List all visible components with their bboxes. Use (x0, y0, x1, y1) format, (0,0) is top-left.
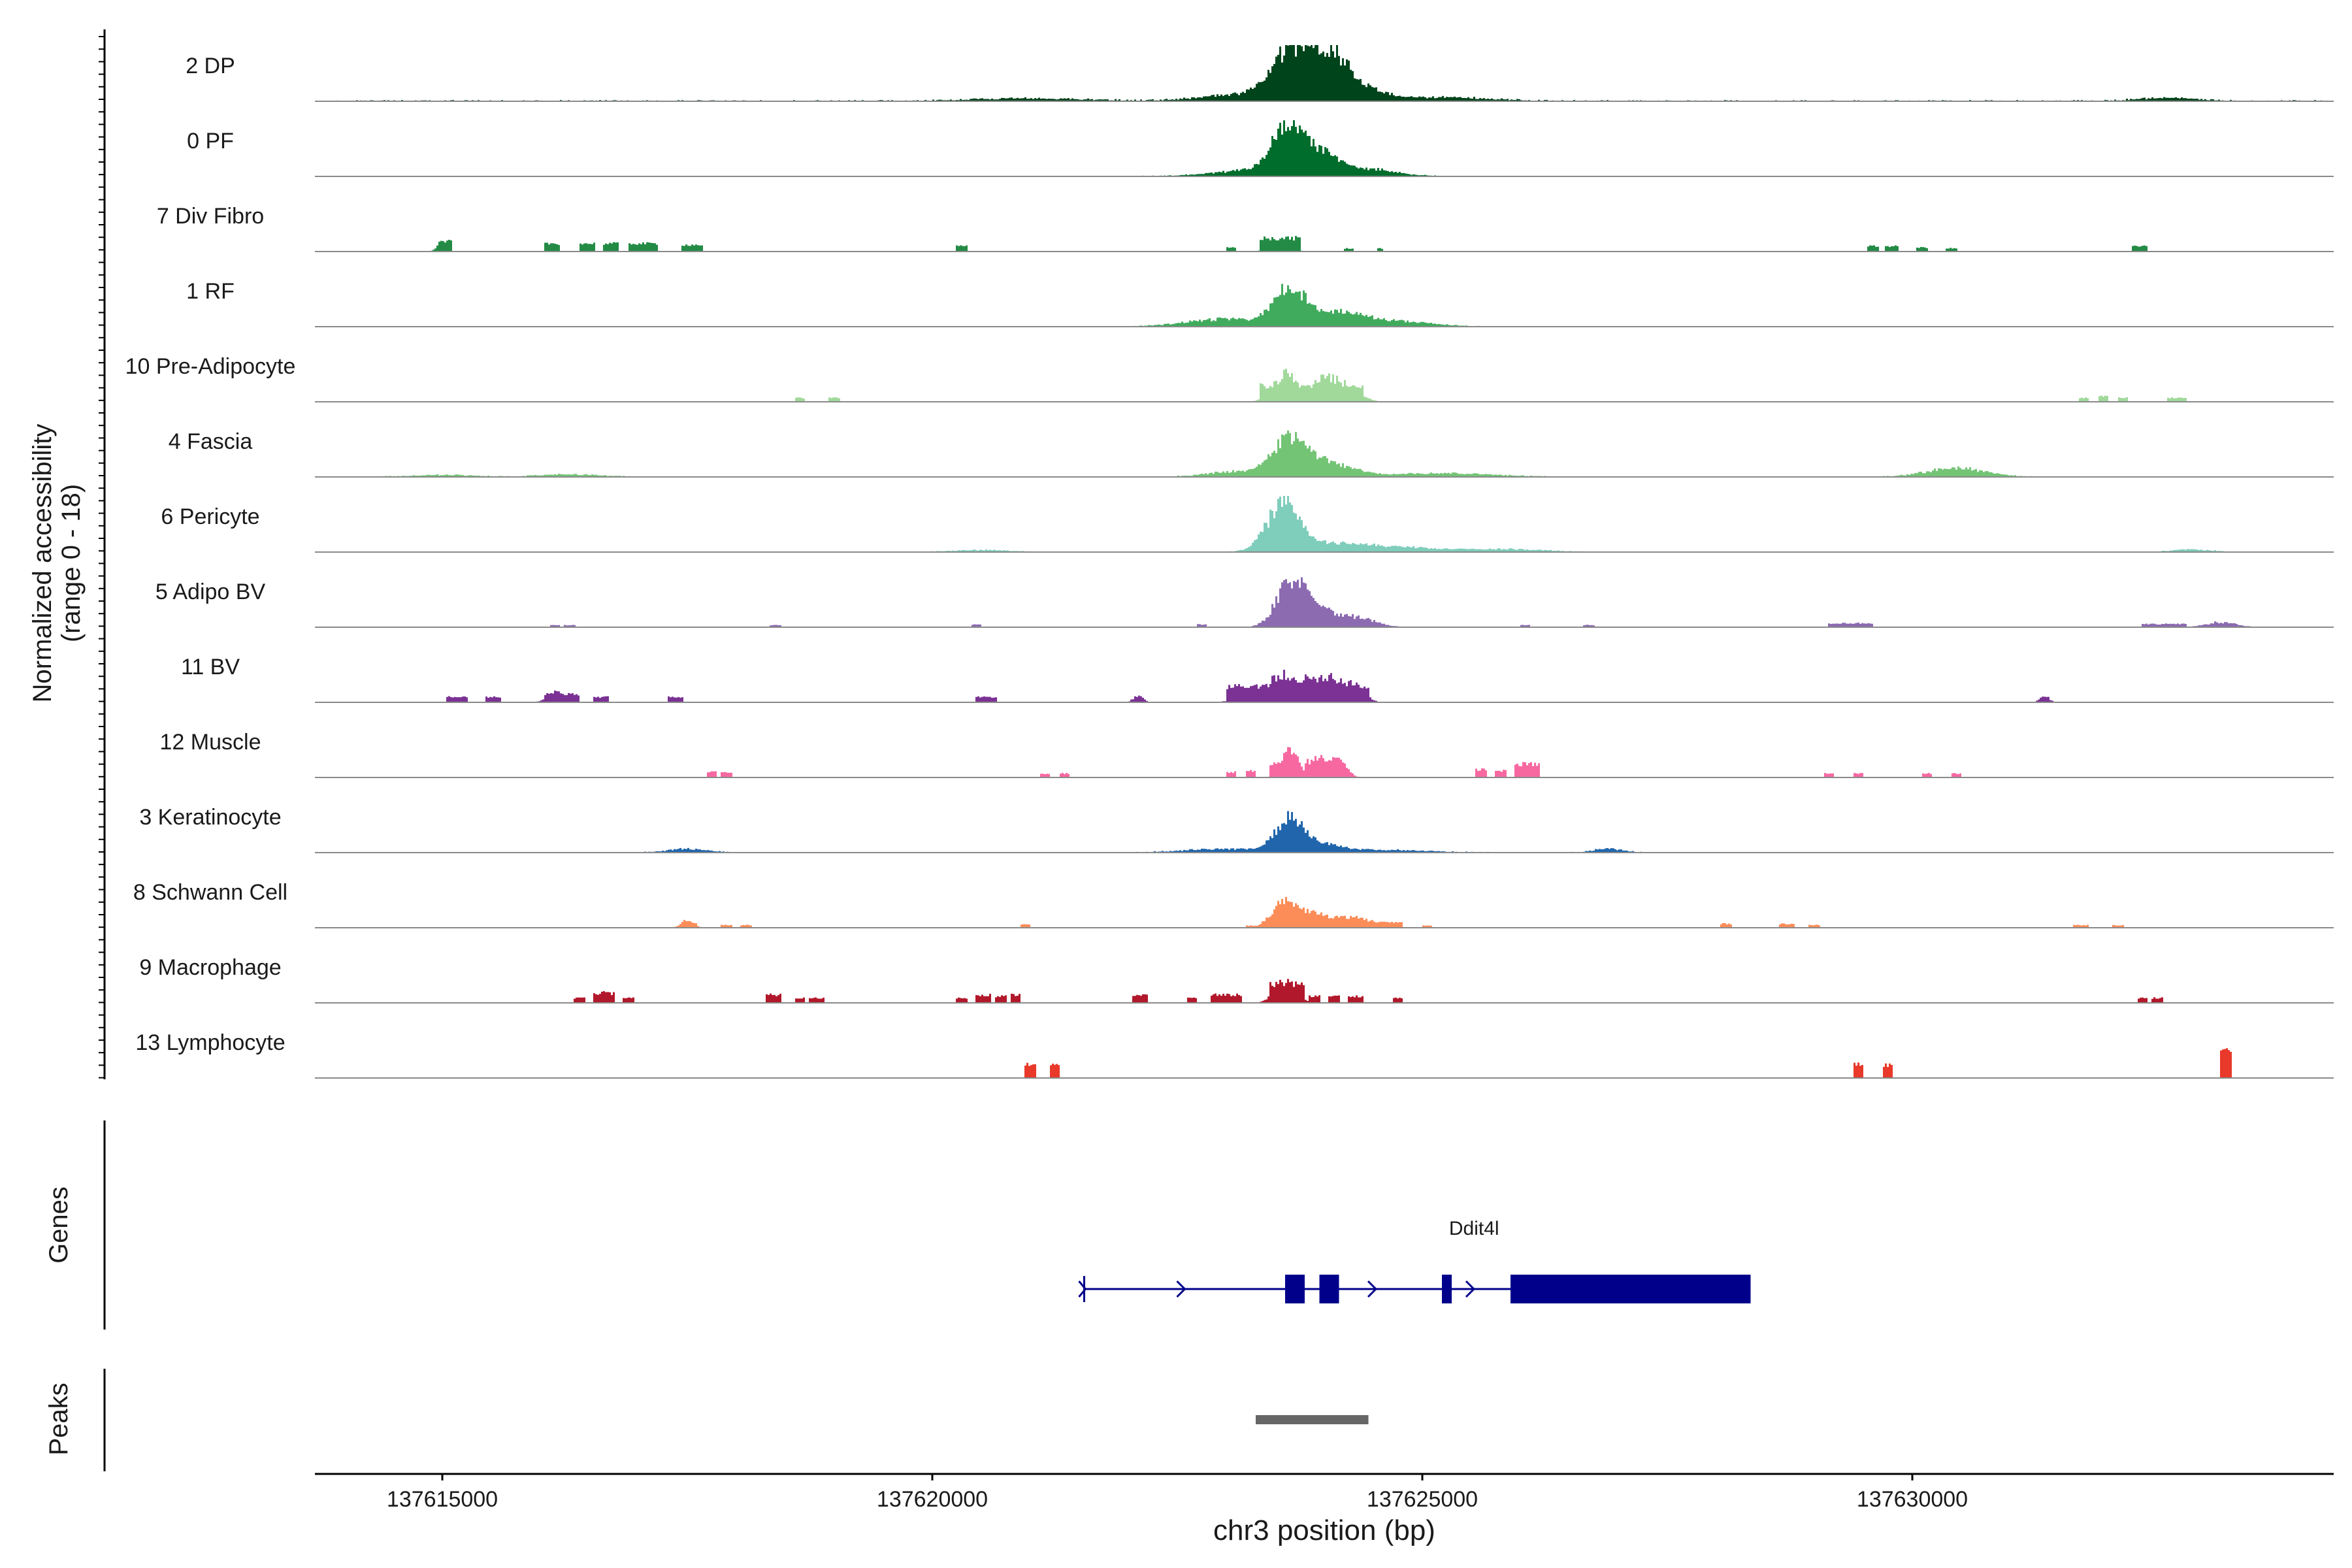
genes-panel-label: Genes (44, 1186, 73, 1264)
y-axis-label-line-2: (range 0 - 18) (57, 484, 86, 642)
accessibility-y-axis (99, 29, 106, 1079)
gene-exon (1285, 1275, 1305, 1303)
track-9: 11 BV (181, 655, 2334, 703)
track-label: 13 Lymphocyte (135, 1030, 285, 1055)
x-tick-label: 137630000 (1857, 1487, 1968, 1512)
track-coverage-area (315, 670, 2334, 702)
x-axis-label: chr3 position (bp) (1213, 1514, 1435, 1546)
track-coverage-area (315, 120, 2334, 176)
track-label: 2 DP (186, 54, 235, 78)
gene-strand-arrow (1176, 1280, 1186, 1298)
track-label: 7 Div Fibro (157, 204, 264, 229)
peaks-panel: Peaks (44, 1369, 1369, 1471)
track-label: 12 Muscle (160, 730, 261, 755)
track-coverage-area (315, 236, 2334, 252)
track-3: 7 Div Fibro (157, 204, 2334, 252)
track-coverage-area (315, 368, 2334, 402)
position-x-ticks: 137615000 137620000 137625000 137630000 (387, 1474, 1968, 1512)
x-tick-label: 137615000 (387, 1487, 498, 1512)
track-label: 8 Schwann Cell (133, 880, 287, 905)
track-label: 9 Macrophage (139, 955, 281, 980)
track-label: 6 Pericyte (161, 504, 259, 529)
track-label: 10 Pre-Adipocyte (125, 354, 296, 379)
gene-strand-arrow (1367, 1280, 1378, 1298)
gene-name-label: Ddit4l (1449, 1218, 1499, 1239)
x-tick-label: 137625000 (1367, 1487, 1478, 1512)
track-6: 4 Fascia (169, 429, 2334, 478)
position-x-axis: 137615000 137620000 137625000 137630000 chr… (315, 1473, 2334, 1546)
track-coverage-area (315, 496, 2334, 552)
gene-strand-arrow (1078, 1281, 1087, 1298)
track-coverage-area (315, 577, 2334, 627)
track-1: 2 DP (186, 45, 2334, 102)
gene-strand-arrow (1465, 1280, 1476, 1298)
track-14: 13 Lymphocyte (135, 1030, 2334, 1079)
y-axis-label-line-1: Normalized accessibility (28, 424, 57, 703)
track-2: 0 PF (187, 120, 2334, 177)
track-label: 0 PF (187, 129, 234, 154)
coverage-tracks: 2 DP 0 PF 7 Div Fibro 1 RF 10 Pre-Adipocyte 4… (125, 45, 2334, 1079)
track-label: 4 Fascia (169, 429, 253, 454)
gene-exon (1511, 1275, 1751, 1303)
track-label: 11 BV (181, 655, 240, 679)
accessibility-y-ticks (99, 36, 105, 1079)
track-11: 3 Keratinocyte (139, 805, 2334, 853)
track-coverage-area (315, 811, 2334, 853)
track-4: 1 RF (186, 279, 2334, 327)
track-10: 12 Muscle (160, 730, 2334, 778)
track-13: 9 Macrophage (139, 955, 2334, 1004)
peak-bars (1256, 1415, 1369, 1424)
gene-exon (1442, 1275, 1452, 1303)
gene-model (1078, 1275, 1751, 1303)
track-label: 5 Adipo BV (155, 580, 266, 604)
track-coverage-area (315, 284, 2334, 327)
gene-exon (1319, 1275, 1339, 1303)
track-7: 6 Pericyte (161, 496, 2334, 553)
track-coverage-area (315, 45, 2334, 101)
track-8: 5 Adipo BV (155, 577, 2334, 628)
x-tick-label: 137620000 (877, 1487, 988, 1512)
track-coverage-area (315, 896, 2334, 928)
track-label: 1 RF (186, 279, 235, 304)
track-5: 10 Pre-Adipocyte (125, 354, 2334, 402)
track-label: 3 Keratinocyte (139, 805, 281, 830)
peaks-panel-label: Peaks (44, 1382, 73, 1455)
track-coverage-area (315, 430, 2334, 477)
track-12: 8 Schwann Cell (133, 880, 2334, 928)
genes-panel: Genes Ddit4l (44, 1120, 1751, 1330)
track-coverage-area (315, 747, 2334, 777)
peak-region-bar (1256, 1415, 1369, 1424)
